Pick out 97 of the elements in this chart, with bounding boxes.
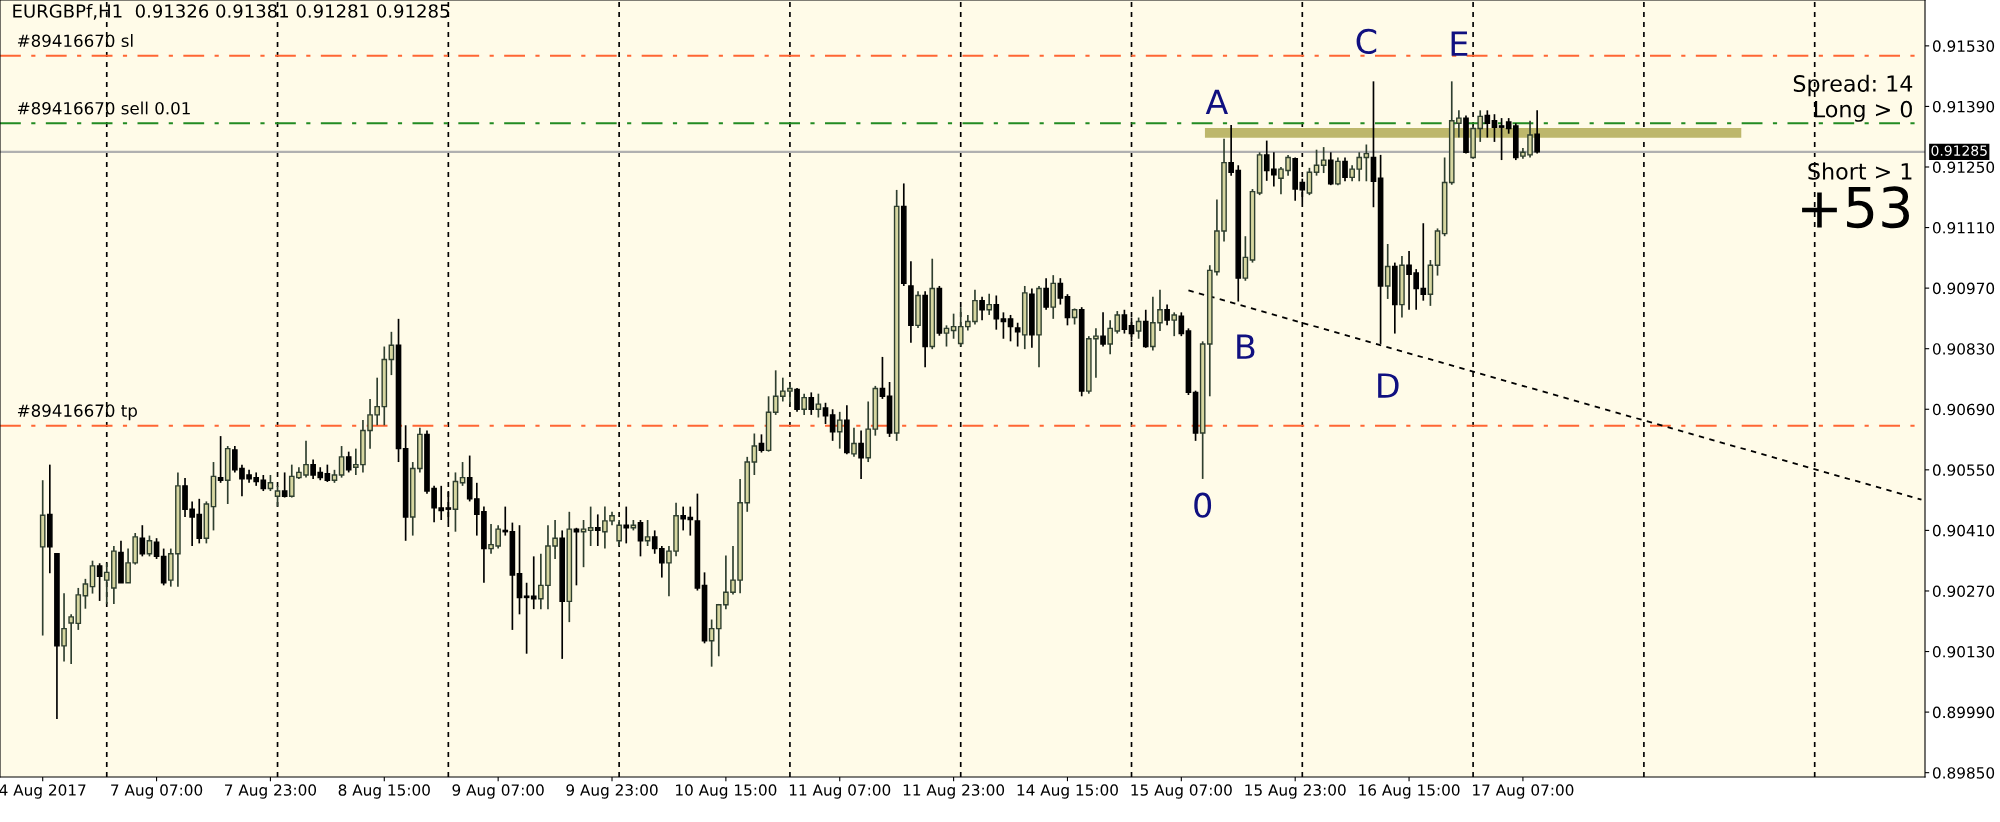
ref-line-label: #89416670 sl [17,34,133,48]
candlestick [587,505,594,547]
candlestick [616,519,622,547]
y-tick-label: 0.90690 [1932,403,1995,416]
x-tick-label: 10 Aug 15:00 [676,784,777,799]
x-tick-label: 9 Aug 23:00 [566,784,658,799]
candlestick [858,429,864,480]
annotation: C [1356,28,1377,54]
candlestick [851,427,857,458]
ref-line-label: #89416670 sell 0.01 [17,101,190,115]
candlestick [808,391,815,416]
candlestick [530,555,537,610]
candlestick [1306,167,1313,196]
candlestick [943,324,950,348]
annotation: E [1451,31,1468,56]
annotation: Spread: 14 [1793,74,1913,97]
candlestick [82,578,89,610]
x-tick-label: 17 Aug 07:00 [1473,784,1574,799]
x-tick-label: 7 Aug 23:00 [225,784,317,799]
candlestick [1043,277,1049,311]
candlestick [1320,146,1327,174]
candlestick [836,411,843,450]
y-tick-label: 0.90130 [1932,646,1995,658]
candlestick [1534,109,1540,155]
candlestick [61,592,67,663]
x-tick-label: 9 Aug 07:00 [452,784,544,799]
candlestick [523,581,530,655]
candlestick [751,432,758,476]
candlestick [96,562,103,602]
candlestick [1342,156,1348,183]
candlestick [1171,311,1178,337]
candlestick [1057,277,1064,306]
y-tick-label: 0.91110 [1932,222,1995,234]
candlestick [1164,303,1170,327]
annotation: +53 [1802,186,1909,229]
y-tick-label: 0.89990 [1932,706,1995,719]
y-tick-label: 0.90550 [1932,464,1995,476]
candlestick [1100,311,1106,348]
candlestick [459,461,466,487]
chart-title: EURGBPf,H1 0.91326 0.91381 0.91281 0.91285 [13,3,449,20]
candlestick [217,435,224,484]
x-tick-label: 14 Aug 15:00 [1017,784,1118,799]
candlestick [1327,151,1334,186]
annotation: D [1378,373,1399,398]
candlestick [801,392,807,416]
candlestick [1007,314,1014,343]
candlestick [1498,117,1505,161]
candlestick [979,295,985,321]
x-tick-label: 15 Aug 23:00 [1245,784,1346,799]
candlestick [1491,113,1498,143]
x-tick-label: 11 Aug 07:00 [789,784,891,799]
candlestick [580,519,587,569]
y-tick-label: 0.90410 [1932,524,1995,537]
candlestick [1335,156,1341,186]
candlestick [1384,243,1391,300]
y-tick-label: 0.91250 [1932,161,1995,174]
y-tick-label: 0.91390 [1932,100,1995,113]
annotation: A [1205,89,1229,115]
x-tick-label: 8 Aug 15:00 [338,784,430,799]
x-tick-label: 11 Aug 23:00 [903,784,1005,799]
candlestick [623,505,630,545]
candlestick [1050,274,1057,320]
candlestick [993,294,1000,331]
x-tick-label: 16 Aug 15:00 [1359,784,1460,799]
candlestick [338,445,345,479]
x-tick-label: 4 Aug 2017 [0,784,86,799]
annotation: 0 [1194,492,1212,518]
ref-line-label: #89416670 tp [17,404,137,421]
annotation: B [1237,334,1255,359]
annotation: Short > 1 [1808,162,1912,180]
candlestick [1014,321,1021,348]
y-tick-label: 0.91530 [1932,40,1995,52]
candlestick [794,387,800,413]
x-tick-label: 7 Aug 07:00 [111,784,203,799]
x-tick-label: 15 Aug 07:00 [1131,784,1232,799]
candlestick [1121,308,1128,335]
candlestick [153,537,160,560]
y-tick-label: 0.89850 [1932,767,1995,779]
candlestick [573,526,580,587]
ref-line-label: 0.91285 [1931,145,1987,156]
candlestick [815,392,822,419]
candlestick [1135,316,1142,340]
candlestick [1000,311,1007,340]
candlestick [274,485,281,508]
y-tick-label: 0.90970 [1932,282,1995,295]
y-tick-label: 0.90830 [1932,343,1995,355]
candlestick [345,450,352,474]
y-tick-label: 0.90270 [1932,585,1995,597]
candlestick [822,401,829,425]
candlestick [986,292,993,316]
candlestick [594,513,601,547]
candlestick [502,505,509,537]
candlestick [281,471,288,499]
candlestick [139,524,146,558]
annotation: Long > 0 [1814,100,1912,122]
candlestick [879,356,886,400]
candlestick [1484,109,1491,139]
